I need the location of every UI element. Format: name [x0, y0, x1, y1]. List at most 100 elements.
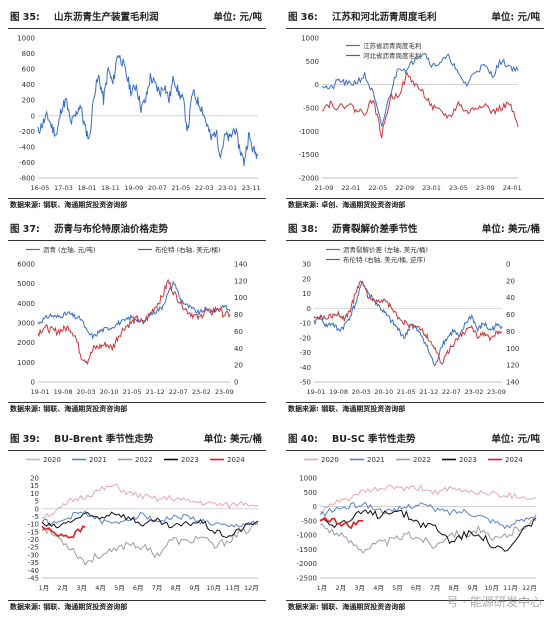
x-tick-label: 1月 [39, 584, 50, 592]
data-source-note: 数据来源: 钢联、海通期货投资咨询部 [286, 600, 544, 613]
legend-label: 2020 [321, 456, 339, 464]
y-tick-label: -2000 [299, 175, 319, 183]
chart-unit: 单位: 元/吨 [491, 12, 540, 23]
y-tick-label: -1000 [297, 532, 317, 540]
x-tick-label: 11月 [503, 584, 518, 592]
legend-label: 2023 [459, 456, 477, 464]
series-line-2021 [319, 501, 537, 530]
y-tick-label: -600 [19, 159, 35, 167]
panel-fig38: 图 38: 沥青裂解价差季节性 单位: 美元/桶 30 20 10 0 -10 -20 -3… [286, 222, 544, 414]
y-tick-label: 30 [302, 261, 311, 269]
x-tick-label: 4月 [95, 584, 106, 592]
figure-number: 图 38: [288, 224, 318, 235]
y-tick-label: -15 [28, 528, 39, 536]
x-tick-label: 23-09 [487, 388, 506, 396]
y2-tick-label: 140 [234, 261, 247, 269]
series-line-2020 [319, 483, 537, 515]
y-tick-label: 5 [35, 498, 39, 506]
x-tick-label: 19-01 [31, 388, 50, 396]
legend-label: 2020 [43, 456, 61, 464]
chart-title: 沥青裂解价差季节性 [332, 224, 418, 235]
y-tick-label: -10 [28, 521, 39, 529]
chart-unit: 单位: 美元/桶 [203, 434, 262, 445]
x-tick-label: 5月 [392, 584, 403, 592]
x-tick-label: 2月 [58, 584, 69, 592]
x-tick-label: 20-10 [100, 388, 119, 396]
x-tick-label: 21-09 [315, 184, 334, 192]
panel-title-bar: 图 35: 山东沥青生产装置毛利润 单位: 元/吨 [8, 10, 266, 29]
y2-tick-label: 20 [234, 362, 243, 370]
y-tick-label: -500 [301, 517, 317, 525]
series-line-2022 [41, 522, 259, 566]
y-tick-label: 0 [315, 81, 319, 89]
series-line-2022 [319, 518, 537, 554]
y2-tick-label: 80 [234, 311, 243, 319]
data-source-note: 数据来源: 钢联、海通期货投资咨询部 [8, 600, 266, 613]
x-tick-label: 23-02 [192, 388, 211, 396]
x-tick-label: 23-09 [215, 388, 234, 396]
series-line-河北省沥青周度毛利 [321, 72, 519, 139]
y-tick-label: -400 [19, 143, 35, 151]
x-tick-label: 21-05 [171, 184, 190, 192]
y2-tick-label: 120 [506, 362, 519, 370]
chart-canvas: 6000 5000 4000 3000 2000 1000 0 140 120 100 80 60 40… [17, 245, 247, 396]
y-tick-label: 600 [22, 66, 35, 74]
series-line-main [37, 54, 259, 166]
x-tick-label: 6月 [133, 584, 144, 592]
y-tick-label: -200 [19, 128, 35, 136]
chart-title: BU-SC 季节性走势 [332, 434, 416, 445]
x-tick-label: 23-01 [422, 184, 441, 192]
x-tick-label: 2月 [336, 584, 347, 592]
y2-tick-label: 80 [506, 328, 515, 336]
x-tick-label: 9月 [467, 584, 478, 592]
y-tick-label: 2000 [17, 339, 35, 347]
panel-fig39: 图 39: BU-Brent 季节性走势 单位: 美元/桶 20 15 10 5 0 -5… [8, 432, 266, 612]
y-tick-label: 200 [22, 97, 35, 105]
x-tick-label: 6月 [411, 584, 422, 592]
x-tick-label: 3月 [354, 584, 365, 592]
x-tick-label: 18-11 [101, 184, 120, 192]
x-tick-label: 8月 [171, 584, 182, 592]
legend-label: 沥青裂解价差 (左轴, 美元/桶) [343, 245, 428, 254]
legend-label: 2022 [413, 456, 431, 464]
x-tick-label: 24-01 [503, 184, 522, 192]
y-tick-label: -800 [19, 175, 35, 183]
series-line-2024 [41, 525, 86, 539]
series-line-江苏省沥青周度毛利 [321, 52, 519, 127]
figure-number: 图 35: [10, 12, 40, 23]
y-tick-label: 0 [31, 112, 35, 120]
y-tick-label: 20 [302, 275, 311, 283]
x-tick-label: 22-05 [368, 184, 387, 192]
panel-title-bar: 图 40: BU-SC 季节性走势 单位: 元/吨 [286, 432, 544, 451]
y2-tick-label: 40 [506, 294, 515, 302]
y-tick-label: -1000 [299, 128, 319, 136]
data-source-note: 数据来源: 钢联、海通期货投资咨询部 [286, 402, 544, 415]
watermark: 号 · 能源研发中心 [446, 595, 542, 609]
figure-number: 图 39: [10, 434, 40, 445]
x-tick-label: 20-03 [352, 388, 371, 396]
y-tick-label: 1000 [301, 35, 319, 43]
panel-fig37: 图 37: 沥青与布伦特原油价格走势 6000 5000 4000 3000 2000 1… [8, 222, 266, 414]
chart-title: 山东沥青生产装置毛利润 [54, 12, 159, 23]
x-tick-label: 7月 [430, 584, 441, 592]
x-tick-label: 20-03 [77, 388, 96, 396]
x-tick-label: 21-12 [419, 388, 438, 396]
y2-tick-label: 0 [234, 379, 238, 387]
x-tick-label: 21-05 [397, 388, 416, 396]
y-tick-label: 500 [304, 489, 317, 497]
x-tick-label: 23-11 [242, 184, 261, 192]
y-tick-label: -20 [28, 536, 39, 544]
legend-label: 2024 [227, 456, 245, 464]
series-line-布伦特 (右轴, 美元/桶, 逆序) [313, 280, 503, 365]
x-tick-label: 11月 [225, 584, 240, 592]
x-tick-label: 20-07 [148, 184, 167, 192]
y-tick-label: 15 [30, 482, 39, 490]
y-tick-label: -10 [300, 320, 311, 328]
y-tick-label: -5 [32, 513, 39, 521]
y-tick-label: -45 [28, 575, 39, 583]
y-tick-label: -1500 [297, 546, 317, 554]
series-line-2023 [41, 511, 259, 539]
x-tick-label: 19-08 [54, 388, 73, 396]
